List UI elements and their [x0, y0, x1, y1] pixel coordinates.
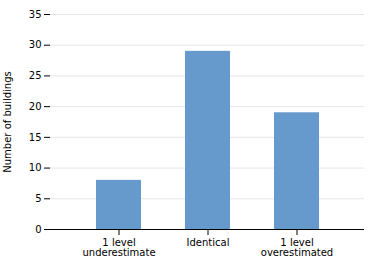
svg-text:Identical: Identical — [187, 237, 230, 248]
svg-text:5: 5 — [35, 193, 41, 204]
svg-text:15: 15 — [29, 132, 42, 143]
svg-text:Number of buildings: Number of buildings — [2, 71, 13, 172]
svg-text:1 leveloverestimated: 1 leveloverestimated — [261, 237, 333, 258]
svg-text:0: 0 — [35, 224, 41, 235]
svg-text:25: 25 — [29, 70, 42, 81]
svg-text:20: 20 — [29, 101, 42, 112]
svg-text:1 levelunderestimate: 1 levelunderestimate — [82, 237, 155, 258]
svg-text:35: 35 — [29, 9, 42, 20]
svg-text:30: 30 — [29, 39, 42, 50]
svg-text:10: 10 — [29, 162, 42, 173]
